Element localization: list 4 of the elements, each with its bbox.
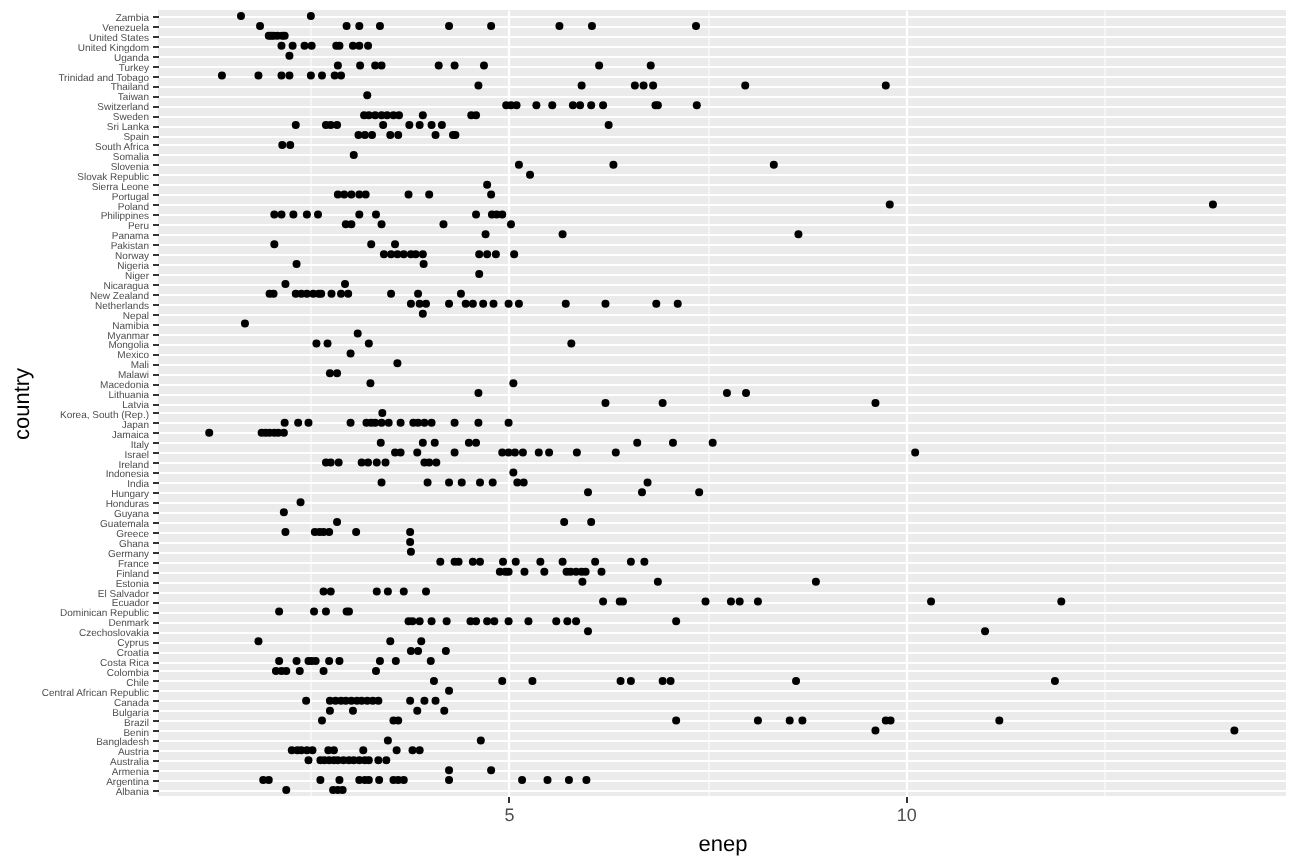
y-axis-title: country bbox=[11, 366, 36, 441]
x-tick-label: 10 bbox=[896, 805, 917, 825]
x-tick-label: 5 bbox=[504, 805, 515, 825]
x-axis-title: enep bbox=[698, 833, 748, 857]
